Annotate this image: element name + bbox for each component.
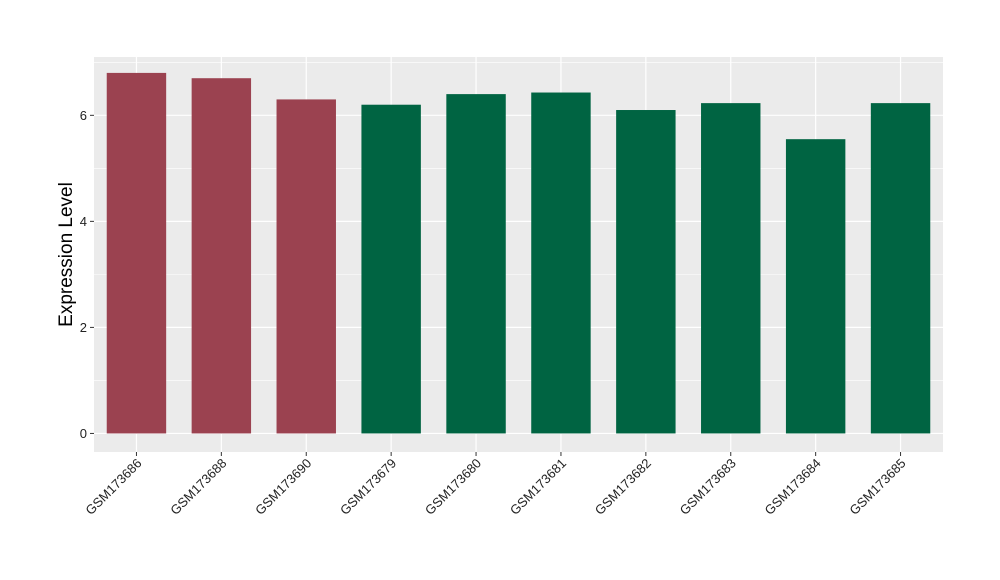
x-tick-label: GSM173684: [762, 456, 824, 518]
bar-GSM173690: [276, 99, 336, 434]
y-tick-label: 6: [80, 108, 87, 123]
y-tick-label: 2: [80, 320, 87, 335]
y-axis: 0 2 4 6: [80, 108, 94, 441]
x-tick-label: GSM173683: [677, 456, 739, 518]
bar-GSM173682: [616, 110, 676, 434]
bar-GSM173681: [531, 92, 591, 434]
x-tick-label: GSM173682: [592, 456, 654, 518]
bars: [106, 72, 931, 434]
x-tick-label: GSM173688: [167, 456, 229, 518]
x-tick-label: GSM173686: [82, 456, 144, 518]
y-tick-label: 0: [80, 426, 87, 441]
bar-GSM173686: [106, 72, 167, 434]
bar-GSM173680: [446, 94, 506, 434]
x-tick-label: GSM173681: [507, 456, 569, 518]
bar-GSM173679: [361, 104, 421, 434]
x-tick-label: GSM173680: [422, 456, 484, 518]
bar-GSM173684: [785, 139, 846, 434]
bar-GSM173683: [701, 103, 761, 434]
y-tick-label: 4: [80, 214, 87, 229]
bar-GSM173688: [191, 78, 252, 434]
x-tick-label: GSM173685: [846, 456, 908, 518]
x-tick-label: GSM173690: [252, 456, 314, 518]
y-axis-title: Expression Level: [56, 182, 77, 327]
x-axis: GSM173686 GSM173688 GSM173690 GSM173679 GSM1…: [82, 452, 909, 518]
x-tick-label: GSM173679: [337, 456, 399, 518]
bar-GSM173685: [870, 103, 931, 434]
